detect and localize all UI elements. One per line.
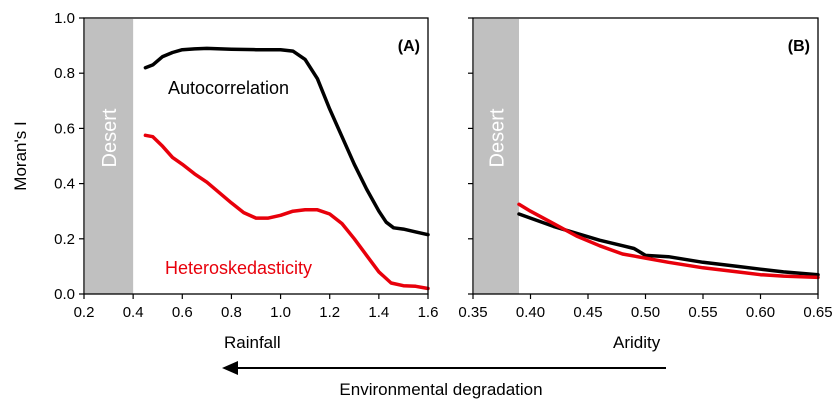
y-tick-label: 0.8	[54, 65, 75, 82]
x-tick-label: 0.4	[123, 304, 144, 321]
series-label-autocorrelation: Autocorrelation	[168, 78, 289, 98]
x-tick-label: 0.55	[688, 304, 717, 321]
desert-label: Desert	[487, 108, 509, 167]
x-tick-label: 1.6	[418, 304, 439, 321]
panel-label: (B)	[788, 38, 810, 55]
x-tick-label: 0.35	[458, 304, 487, 321]
series-line-heteroskedasticity	[143, 133, 430, 291]
desert-label: Desert	[99, 108, 121, 167]
y-tick-label: 0.6	[54, 120, 75, 137]
plot-frame	[472, 17, 819, 295]
x-tick-label: 0.40	[516, 304, 545, 321]
panel-a: Desert Autocorrelation Heteroskedasticity 0…	[11, 10, 438, 352]
desert-region	[85, 19, 134, 294]
x-tick-label: 0.6	[172, 304, 193, 321]
x-axis-title: Aridity	[613, 333, 661, 352]
series-line-heteroskedasticity	[517, 202, 820, 280]
x-axis-title: Rainfall	[224, 333, 281, 352]
footer-annotation: Environmental degradation	[222, 361, 666, 399]
degradation-label: Environmental degradation	[339, 380, 542, 399]
y-tick-label: 0.2	[54, 231, 75, 248]
y-tick-label: 1.0	[54, 10, 75, 27]
y-axis-title: Moran's I	[11, 121, 30, 190]
y-tick-label: 0.4	[54, 176, 75, 193]
x-tick-label: 0.2	[74, 304, 95, 321]
series-label-heteroskedasticity: Heteroskedasticity	[165, 258, 312, 278]
x-tick-label: 0.8	[221, 304, 242, 321]
x-tick-label: 0.65	[803, 304, 832, 321]
desert-region	[474, 19, 519, 294]
series-line-autocorrelation	[517, 212, 820, 277]
panel-b: Desert 0.35 0.40 0.45 0.50 0.55 0.60 0.65 Aridit…	[458, 17, 833, 352]
x-tick-label: 1.4	[368, 304, 389, 321]
degradation-arrow-head	[222, 361, 238, 375]
x-tick-label: 0.45	[573, 304, 602, 321]
x-tick-label: 1.0	[270, 304, 291, 321]
x-tick-label: 1.2	[319, 304, 340, 321]
plot-frame	[83, 17, 429, 295]
x-tick-label: 0.60	[746, 304, 775, 321]
series-line-autocorrelation	[143, 46, 430, 237]
panel-label: (A)	[398, 38, 420, 55]
x-tick-label: 0.50	[631, 304, 660, 321]
y-tick-label: 0.0	[54, 286, 75, 303]
